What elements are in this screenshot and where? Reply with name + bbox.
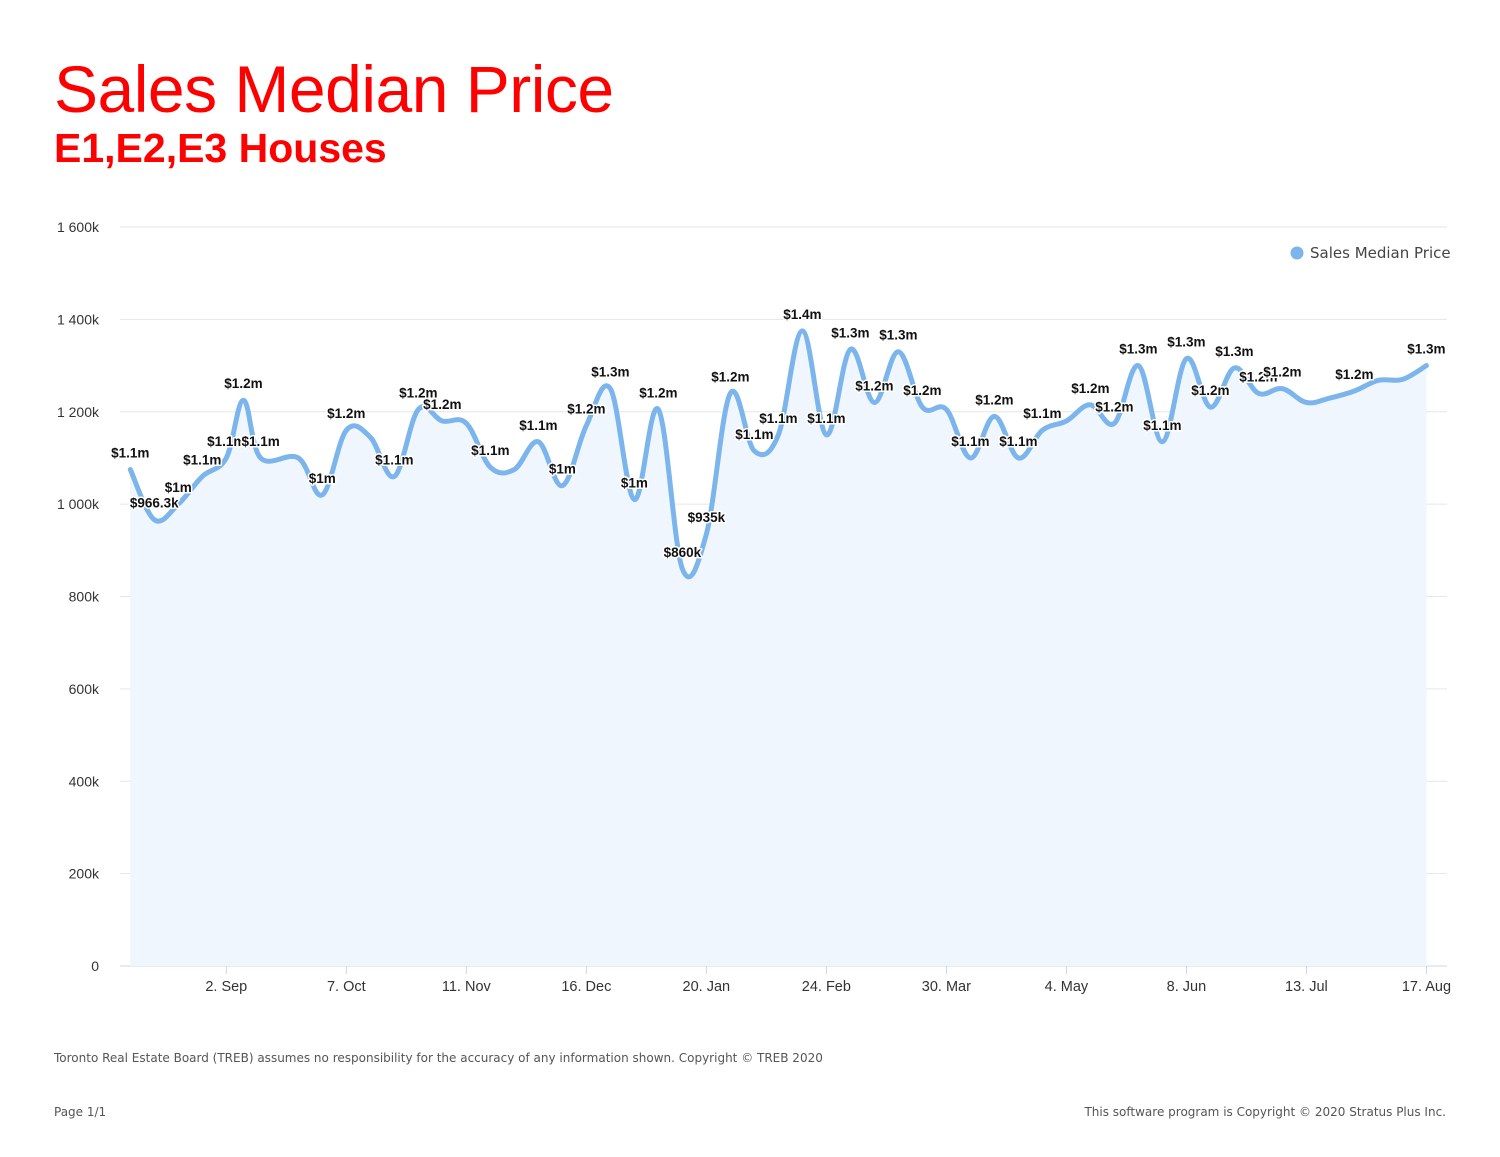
data-label: $1.3m (1119, 342, 1157, 357)
x-tick-label: 7. Oct (327, 979, 366, 995)
sales-median-price-chart: 0 200k 400k 600k 800k 1 000k 1 200k 1 400k 1 600… (57, 219, 1451, 995)
data-label: $966.3k (130, 496, 179, 511)
data-label: $1.2m (1191, 383, 1229, 398)
y-tick-label: 1 200k (57, 404, 100, 420)
y-tick-label: 800k (69, 589, 100, 605)
data-label: $1.3m (1167, 335, 1205, 350)
x-tick-label: 30. Mar (922, 979, 971, 995)
data-labels: $1.1m$966.3k$1m$1.1m$1.1m$1.2m$1.1m$1m$1… (110, 305, 1447, 561)
data-label: $1.1m (111, 445, 149, 460)
data-label: $1.1m (999, 434, 1037, 449)
page-number: Page 1/1 (54, 1105, 107, 1119)
y-tick-label: 200k (69, 866, 100, 882)
data-label: $1.2m (567, 402, 605, 417)
data-label: $1.2m (711, 369, 749, 384)
y-tick-label: 0 (91, 958, 99, 974)
data-label: $1.1m (519, 418, 557, 433)
x-tick-label: 24. Feb (802, 979, 851, 995)
series-line[interactable] (127, 328, 1429, 580)
copyright-text: This software program is Copyright © 202… (1084, 1105, 1446, 1119)
data-label: $1.2m (975, 392, 1013, 407)
data-label: $1.1m (241, 434, 279, 449)
data-label: $1m (549, 462, 576, 477)
data-label: $1.3m (831, 325, 869, 340)
data-label: $1.2m (399, 385, 437, 400)
data-label: $1.3m (591, 365, 629, 380)
y-tick-label: 400k (69, 773, 100, 789)
y-tick-label: 600k (69, 681, 100, 697)
data-label: $1.4m (783, 307, 821, 322)
data-label: $1.1m (807, 411, 845, 426)
data-label: $1m (309, 471, 336, 486)
data-label: $1.1m (1143, 418, 1181, 433)
data-label: $1.1m (375, 452, 413, 467)
x-tick-label: 17. Aug (1402, 979, 1451, 995)
data-label: $1.2m (327, 406, 365, 421)
chart-subtitle: E1,E2,E3 Houses (54, 125, 387, 171)
y-tick-label: 1 400k (57, 311, 100, 327)
data-label: $1.2m (1095, 399, 1133, 414)
data-label: $1.2m (1335, 367, 1373, 382)
data-label: $1.3m (1407, 342, 1445, 357)
series-area (130, 330, 1427, 966)
y-tick-label: 1 000k (57, 496, 100, 512)
data-label: $1.2m (1263, 365, 1301, 380)
data-label: $1.3m (879, 328, 917, 343)
data-label: $1.2m (639, 385, 677, 400)
data-label: $860k (664, 545, 702, 560)
data-label: $1m (165, 480, 192, 495)
data-label: $1.2m (224, 376, 262, 391)
x-tick-label: 2. Sep (205, 979, 247, 995)
data-label: $1.1m (183, 452, 221, 467)
x-tick-label: 8. Jun (1167, 979, 1207, 995)
y-tick-label: 1 600k (57, 219, 100, 235)
data-label: $1.1m (1023, 406, 1061, 421)
x-tick-label: 11. Nov (442, 979, 492, 995)
chart-title: Sales Median Price (54, 52, 614, 126)
data-label: $1.3m (1215, 344, 1253, 359)
data-label: $1.2m (855, 379, 893, 394)
legend-label: Sales Median Price (1310, 244, 1451, 262)
legend-marker (1290, 246, 1304, 260)
x-tick-label: 13. Jul (1285, 979, 1328, 995)
data-label: $1.2m (1071, 381, 1109, 396)
data-label: $1.1m (207, 434, 245, 449)
data-label: $1.1m (951, 434, 989, 449)
data-label: $1.2m (423, 397, 461, 412)
x-axis: 2. Sep 7. Oct 11. Nov 16. Dec 20. Jan 24. Feb… (120, 965, 1451, 995)
legend[interactable]: Sales Median Price (1290, 244, 1451, 262)
data-label: $1.1m (471, 443, 509, 458)
data-label: $1.1m (759, 411, 797, 426)
disclaimer-text: Toronto Real Estate Board (TREB) assumes… (54, 1051, 823, 1065)
data-label: $1m (621, 476, 648, 491)
data-label: $1.1m (735, 427, 773, 442)
data-label: $1.2m (903, 383, 941, 398)
x-tick-label: 20. Jan (683, 979, 731, 995)
data-label: $935k (688, 510, 726, 525)
y-axis: 0 200k 400k 600k 800k 1 000k 1 200k 1 400k 1 600… (57, 219, 100, 974)
x-tick-label: 16. Dec (561, 979, 611, 995)
x-tick-label: 4. May (1045, 979, 1089, 995)
data-label: $1.2m (1239, 369, 1277, 384)
